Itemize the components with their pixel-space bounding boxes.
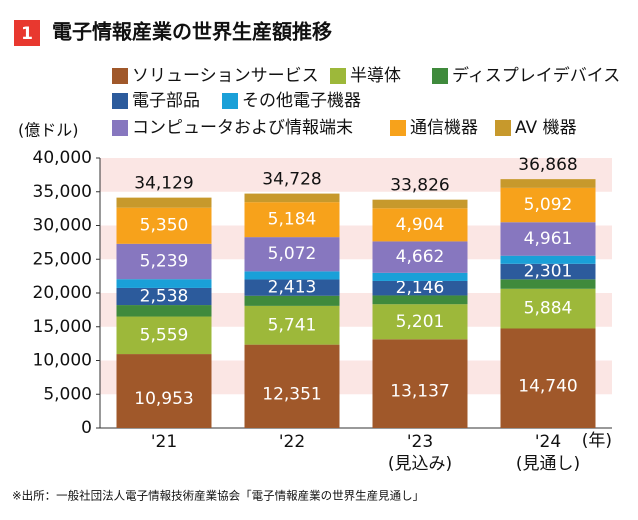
legend-label: ディスプレイデバイス: [452, 65, 620, 86]
bar-segment: [372, 208, 468, 242]
y-tick-label: 35,000: [33, 182, 92, 202]
y-tick-label: 20,000: [33, 283, 92, 303]
total-label: 33,826: [390, 176, 449, 196]
data-label: 14,740: [518, 376, 577, 396]
total-label: 34,129: [134, 174, 193, 194]
legend-swatch: [112, 93, 128, 109]
bar-segment: [116, 243, 212, 280]
bar-segment: [244, 305, 340, 345]
x-unit: (年): [582, 431, 612, 451]
bar-segment: [500, 288, 596, 329]
legend-label: 半導体: [350, 66, 401, 86]
bar-segment: [500, 263, 596, 280]
bar-segment: [372, 199, 468, 209]
legend-label: その他電子機器: [242, 91, 361, 111]
legend-label: コンピュータおよび情報端末: [132, 118, 353, 138]
total-label: 36,868: [518, 155, 577, 175]
y-tick-label: 40,000: [33, 148, 92, 168]
bar-segment: [372, 272, 468, 281]
data-label: 10,953: [134, 389, 193, 409]
bar-segment: [372, 280, 468, 296]
bar-segment: [244, 344, 340, 428]
y-axis-label: (億ドル): [18, 121, 79, 140]
legend-label: AV 機器: [515, 118, 577, 138]
bar-segment: [116, 354, 212, 428]
data-label: 2,146: [396, 278, 445, 298]
data-label: 5,184: [268, 210, 317, 230]
x-tick-note: (見通し): [516, 454, 580, 474]
bar-segment: [500, 328, 596, 428]
data-label: 5,092: [524, 195, 573, 215]
y-tick-label: 30,000: [33, 216, 92, 236]
bar-segment: [500, 222, 596, 256]
x-tick-label: '21: [151, 432, 177, 452]
bar-segment: [244, 193, 340, 203]
data-label: 5,201: [396, 312, 445, 332]
bar-segment: [500, 179, 596, 188]
source-note: ※出所：一般社団法人電子情報技術産業協会「電子情報産業の世界生産見通し」: [12, 489, 424, 503]
bar-segment: [244, 279, 340, 296]
data-label: 5,884: [524, 299, 573, 319]
y-tick-label: 5,000: [43, 384, 92, 404]
x-tick-label: '23: [407, 432, 433, 452]
data-label: 2,538: [140, 287, 189, 307]
y-tick-label: 10,000: [33, 351, 92, 371]
bar-segment: [244, 237, 340, 272]
data-label: 12,351: [262, 384, 321, 404]
data-label: 2,301: [524, 262, 573, 282]
bar-segment: [116, 287, 212, 306]
data-label: 5,072: [268, 244, 317, 264]
legend-label: 通信機器: [410, 118, 478, 138]
data-label: 5,559: [140, 325, 189, 345]
bar-segment: [244, 295, 340, 306]
data-label: 4,904: [396, 215, 445, 235]
legend-swatch: [112, 120, 128, 136]
legend-swatch: [330, 68, 346, 84]
legend-swatch: [432, 68, 448, 84]
total-label: 34,728: [262, 170, 321, 190]
y-tick-label: 25,000: [33, 249, 92, 269]
bar-segment: [116, 197, 212, 208]
y-tick-label: 0: [81, 418, 92, 438]
data-label: 2,413: [268, 278, 317, 298]
legend-swatch: [390, 120, 406, 136]
y-tick-label: 15,000: [33, 317, 92, 337]
data-label: 13,137: [390, 382, 449, 402]
bar-segment: [500, 187, 596, 223]
bar-segment: [116, 279, 212, 288]
bar-segment: [372, 295, 468, 305]
bar-segment: [372, 241, 468, 273]
x-tick-label: '22: [279, 432, 305, 452]
bar-segment: [116, 305, 212, 317]
bar-segment: [116, 316, 212, 355]
data-label: 4,662: [396, 247, 445, 267]
data-label: 5,239: [140, 251, 189, 271]
data-label: 5,350: [140, 216, 189, 236]
bar-segment: [372, 304, 468, 340]
x-tick-label: '24: [535, 432, 561, 452]
bar-segment: [500, 255, 596, 264]
legend-label: ソリューションサービス: [132, 66, 319, 86]
bar-segment: [500, 279, 596, 289]
chart-title: 電子情報産業の世界生産額推移: [52, 20, 332, 44]
bar-segment: [372, 339, 468, 428]
bar-segment: [244, 202, 340, 238]
bar-segment: [116, 207, 212, 244]
badge-box: [14, 20, 40, 46]
legend-swatch: [112, 68, 128, 84]
legend-swatch: [222, 93, 238, 109]
data-label: 4,961: [524, 229, 573, 249]
legend-label: 電子部品: [132, 91, 200, 111]
legend-swatch: [495, 120, 511, 136]
badge: 1: [21, 24, 33, 44]
x-tick-note: (見込み): [388, 454, 452, 474]
bar-segment: [244, 271, 340, 280]
data-label: 5,741: [268, 315, 317, 335]
